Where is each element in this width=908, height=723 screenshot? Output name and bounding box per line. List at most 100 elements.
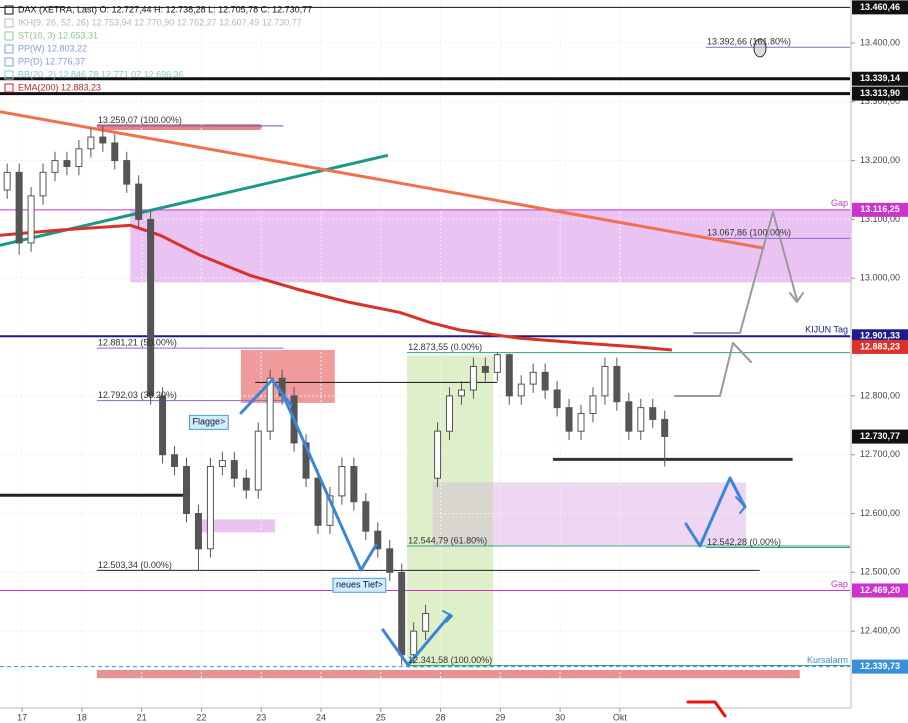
- candle-body: [553, 389, 561, 409]
- level-box: [852, 329, 908, 344]
- fib-label: 12.544,79 (61.80%): [408, 535, 487, 545]
- fib-label: 12.503,34 (0.00%): [98, 560, 172, 570]
- candle-body: [51, 160, 59, 173]
- x-tick-label: 17: [17, 712, 27, 722]
- candle-body: [637, 407, 645, 432]
- x-tick-label: 30: [555, 712, 565, 722]
- legend: DAX (XETRA, Last) O: 12.727,44 H: 12.738…: [4, 4, 312, 93]
- candle-body: [457, 389, 465, 397]
- level-note: Gap: [831, 198, 848, 208]
- candle-body: [135, 183, 143, 220]
- candle-body: [39, 171, 47, 197]
- candle-body: [434, 430, 442, 479]
- candle-body: [350, 465, 358, 503]
- level-label: 12.883,23: [860, 341, 900, 351]
- candle-body: [338, 465, 346, 497]
- arrow-head: [442, 610, 453, 623]
- y-tick-label: 13.200,00: [860, 155, 900, 165]
- candle-body: [481, 365, 489, 373]
- legend-icon: [4, 5, 14, 15]
- y-tick-label: 13.100,00: [860, 214, 900, 224]
- red-arrow: [686, 700, 727, 718]
- lines: [0, 6, 850, 668]
- fib-label: 13.259,07 (100.00%): [98, 115, 182, 125]
- candle-body: [27, 195, 35, 244]
- zone: [96, 670, 800, 679]
- grid: [0, 0, 850, 710]
- level-box: [852, 86, 908, 101]
- candle-body: [171, 454, 179, 467]
- callout-label: Flagge>: [192, 417, 225, 427]
- level-label: 13.313,90: [860, 88, 900, 98]
- legend-icon: [4, 44, 14, 54]
- candle-body: [182, 465, 190, 515]
- legend-icon: [4, 70, 14, 80]
- candle-body: [242, 477, 250, 491]
- candle-body: [194, 513, 202, 550]
- y-tick-label: 13.300,00: [860, 96, 900, 106]
- level-box: [852, 202, 908, 217]
- candle-body: [159, 395, 167, 456]
- candle-body: [422, 613, 430, 632]
- candle-body: [613, 365, 621, 403]
- candle-body: [386, 548, 394, 573]
- candle-body: [147, 218, 155, 397]
- candle-body: [63, 160, 71, 167]
- callout-box: [332, 577, 387, 593]
- arrow-head: [735, 496, 746, 514]
- blue-arrow: [684, 476, 747, 548]
- x-tick-label: Okt: [613, 712, 628, 722]
- zone: [240, 350, 335, 403]
- candle-body: [15, 171, 23, 244]
- circle-mark: [753, 38, 767, 58]
- x-tick-label: 29: [495, 712, 505, 722]
- candle-body: [625, 401, 633, 432]
- level-label: 13.116,25: [860, 204, 900, 214]
- level-label: 12.901,33: [860, 331, 900, 341]
- blue-arrow: [281, 393, 378, 572]
- y-tick-label: 12.500,00: [860, 567, 900, 577]
- candle-body: [87, 136, 95, 150]
- axis: 13.400,00 13.300,00 13.200,00 13.100,00 13.0…: [17, 0, 908, 722]
- candle-body: [469, 365, 477, 391]
- legend-icon: [4, 31, 14, 41]
- y-tick-label: 13.000,00: [860, 273, 900, 283]
- fib-label: 12.542,28 (0.00%): [707, 537, 781, 547]
- level-note: Kursalarm: [807, 655, 848, 665]
- level-label: 13.460,46: [860, 2, 900, 12]
- zone: [130, 209, 852, 283]
- candles: [3, 125, 669, 666]
- x-tick-label: 23: [256, 712, 266, 722]
- candle-body: [541, 371, 549, 391]
- level-box: [852, 659, 908, 674]
- candle-body: [589, 395, 597, 415]
- candle-body: [446, 395, 454, 432]
- x-tick-label: 18: [77, 712, 87, 722]
- candle-body: [3, 171, 11, 191]
- fib-label: 12.873,55 (0.00%): [408, 342, 482, 352]
- legend-text: DAX (XETRA, Last) O: 12.727,44 H: 12.738…: [18, 4, 312, 14]
- x-tick-label: 22: [196, 712, 206, 722]
- candle-body: [505, 354, 513, 397]
- candle-body: [230, 460, 238, 479]
- candle-body: [601, 365, 609, 397]
- zone: [197, 519, 275, 533]
- legend-text: IKH(9, 26, 52, 26) 12.753,94 12.770,90 1…: [18, 17, 302, 27]
- blue-arrow: [381, 613, 452, 667]
- candle-body: [123, 160, 131, 185]
- level-label: 13.339,14: [860, 73, 900, 83]
- candle-body: [218, 460, 226, 467]
- level-note: KIJUN Tag: [805, 325, 848, 335]
- level-box: [852, 71, 908, 86]
- x-tick-label: 24: [316, 712, 326, 722]
- candle-body: [111, 142, 119, 162]
- level-label: 12.469,20: [860, 585, 900, 595]
- level-box: [852, 429, 908, 444]
- y-tick-label: 12.700,00: [860, 449, 900, 459]
- arrow-head: [789, 292, 804, 303]
- candle-body: [661, 418, 669, 437]
- candle-body: [565, 407, 573, 432]
- candle-body: [649, 407, 657, 420]
- level-box: [852, 583, 908, 598]
- y-tick-label: 13.400,00: [860, 37, 900, 47]
